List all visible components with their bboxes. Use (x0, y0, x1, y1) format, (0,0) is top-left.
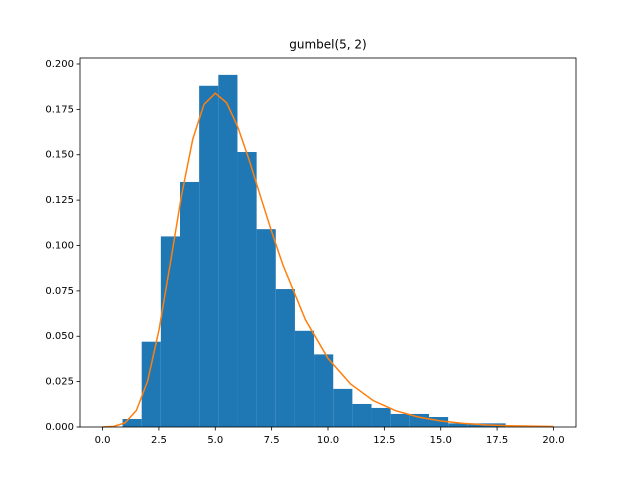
y-tick-label: 0.100 (45, 240, 74, 251)
bar (467, 423, 487, 427)
bar (218, 74, 238, 428)
y-tick-label: 0.200 (45, 59, 74, 70)
bar (390, 413, 410, 427)
y-tick-label: 0.075 (45, 286, 74, 297)
plot-frame (79, 57, 577, 428)
x-tick-label: 12.5 (373, 435, 395, 446)
y-tick-label: 0.175 (45, 104, 74, 115)
x-tick-label: 2.5 (151, 435, 167, 446)
x-tick-label: 10.0 (317, 435, 339, 446)
bar (256, 229, 276, 427)
x-tick-label: 20.0 (542, 435, 564, 446)
bar (333, 388, 353, 427)
y-tick-label: 0.050 (45, 331, 74, 342)
bar (237, 152, 257, 428)
bar (314, 354, 334, 427)
bar (409, 413, 429, 427)
bar (180, 181, 200, 427)
bar (448, 423, 468, 427)
y-tick-label: 0.125 (45, 195, 74, 206)
bar (141, 341, 161, 427)
curve (102, 92, 554, 428)
x-tick-label: 5.0 (207, 435, 223, 446)
bar (352, 403, 372, 427)
y-tick-label: 0.150 (45, 150, 74, 161)
bar (160, 236, 181, 427)
bar (275, 289, 295, 427)
x-tick-label: 17.5 (486, 435, 508, 446)
bar (199, 85, 219, 427)
y-tick-label: 0.000 (45, 422, 74, 433)
bar (428, 417, 449, 427)
chart-title: gumbel(5, 2) (289, 38, 367, 52)
bar (294, 330, 315, 427)
bar (122, 419, 142, 427)
x-tick-label: 0.0 (95, 435, 111, 446)
bar (371, 407, 391, 427)
y-tick-label: 0.025 (45, 377, 74, 388)
x-tick-label: 15.0 (430, 435, 452, 446)
x-tick-label: 7.5 (264, 435, 280, 446)
